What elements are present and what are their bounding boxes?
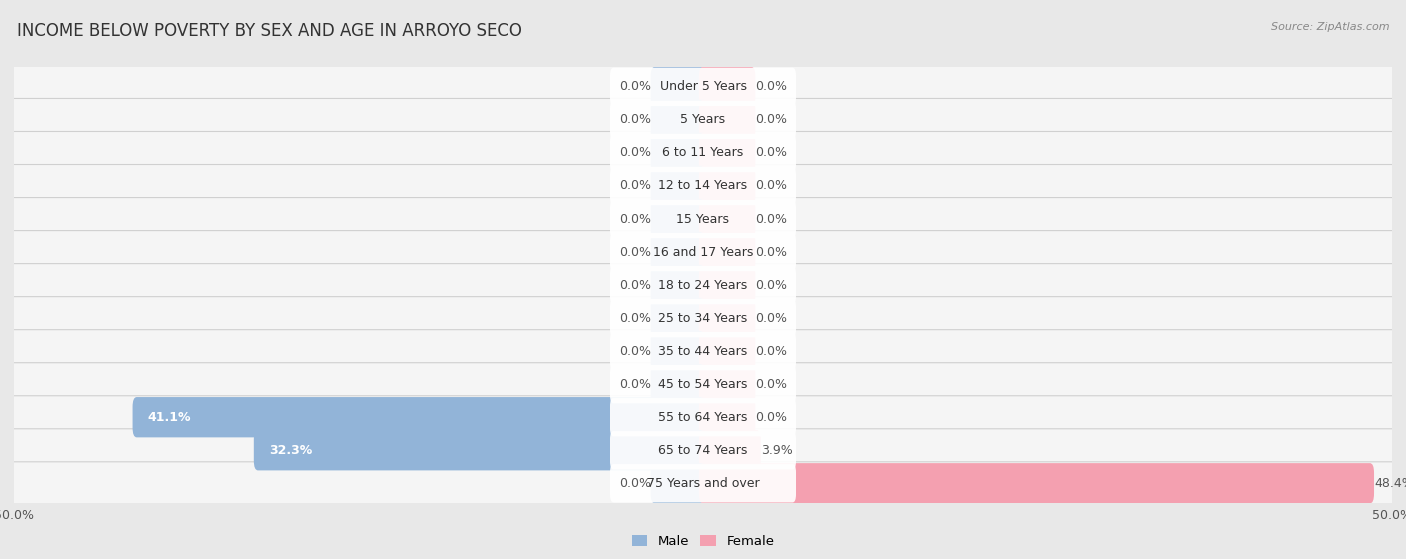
FancyBboxPatch shape	[6, 164, 1400, 207]
Text: 0.0%: 0.0%	[619, 179, 651, 192]
Text: 41.1%: 41.1%	[148, 411, 191, 424]
FancyBboxPatch shape	[6, 297, 1400, 339]
Text: 55 to 64 Years: 55 to 64 Years	[658, 411, 748, 424]
FancyBboxPatch shape	[699, 430, 761, 471]
FancyBboxPatch shape	[699, 133, 755, 173]
Text: Under 5 Years: Under 5 Years	[659, 80, 747, 93]
Text: 0.0%: 0.0%	[619, 113, 651, 126]
FancyBboxPatch shape	[610, 101, 796, 139]
FancyBboxPatch shape	[699, 265, 755, 305]
FancyBboxPatch shape	[699, 199, 755, 239]
Text: 48.4%: 48.4%	[1374, 477, 1406, 490]
FancyBboxPatch shape	[651, 100, 707, 140]
Text: 0.0%: 0.0%	[619, 378, 651, 391]
Text: 0.0%: 0.0%	[755, 245, 787, 259]
FancyBboxPatch shape	[610, 464, 796, 503]
Text: INCOME BELOW POVERTY BY SEX AND AGE IN ARROYO SECO: INCOME BELOW POVERTY BY SEX AND AGE IN A…	[17, 22, 522, 40]
FancyBboxPatch shape	[610, 134, 796, 172]
Text: 3.9%: 3.9%	[761, 444, 793, 457]
FancyBboxPatch shape	[610, 68, 796, 106]
FancyBboxPatch shape	[610, 233, 796, 271]
FancyBboxPatch shape	[6, 330, 1400, 373]
FancyBboxPatch shape	[610, 398, 796, 437]
Text: 18 to 24 Years: 18 to 24 Years	[658, 278, 748, 292]
Text: 0.0%: 0.0%	[619, 345, 651, 358]
FancyBboxPatch shape	[610, 365, 796, 404]
Text: 0.0%: 0.0%	[755, 311, 787, 325]
Text: 0.0%: 0.0%	[755, 80, 787, 93]
FancyBboxPatch shape	[610, 167, 796, 205]
FancyBboxPatch shape	[651, 199, 707, 239]
FancyBboxPatch shape	[6, 131, 1400, 174]
FancyBboxPatch shape	[699, 298, 755, 338]
FancyBboxPatch shape	[651, 331, 707, 371]
FancyBboxPatch shape	[6, 98, 1400, 141]
FancyBboxPatch shape	[699, 331, 755, 371]
Legend: Male, Female: Male, Female	[626, 529, 780, 553]
FancyBboxPatch shape	[6, 230, 1400, 273]
FancyBboxPatch shape	[699, 364, 755, 404]
FancyBboxPatch shape	[651, 298, 707, 338]
Text: 35 to 44 Years: 35 to 44 Years	[658, 345, 748, 358]
FancyBboxPatch shape	[610, 266, 796, 304]
Text: 12 to 14 Years: 12 to 14 Years	[658, 179, 748, 192]
Text: 0.0%: 0.0%	[619, 80, 651, 93]
Text: 0.0%: 0.0%	[619, 146, 651, 159]
FancyBboxPatch shape	[699, 67, 755, 107]
FancyBboxPatch shape	[610, 431, 796, 470]
Text: 32.3%: 32.3%	[269, 444, 312, 457]
Text: 0.0%: 0.0%	[755, 179, 787, 192]
Text: 0.0%: 0.0%	[755, 146, 787, 159]
Text: 0.0%: 0.0%	[755, 278, 787, 292]
Text: 0.0%: 0.0%	[619, 311, 651, 325]
FancyBboxPatch shape	[699, 463, 1374, 504]
Text: 0.0%: 0.0%	[755, 113, 787, 126]
FancyBboxPatch shape	[6, 462, 1400, 505]
FancyBboxPatch shape	[6, 363, 1400, 406]
Text: 15 Years: 15 Years	[676, 212, 730, 225]
FancyBboxPatch shape	[254, 430, 707, 471]
Text: 0.0%: 0.0%	[755, 345, 787, 358]
Text: 45 to 54 Years: 45 to 54 Years	[658, 378, 748, 391]
FancyBboxPatch shape	[699, 166, 755, 206]
FancyBboxPatch shape	[699, 232, 755, 272]
Text: 0.0%: 0.0%	[619, 278, 651, 292]
FancyBboxPatch shape	[651, 67, 707, 107]
Text: 65 to 74 Years: 65 to 74 Years	[658, 444, 748, 457]
Text: 0.0%: 0.0%	[619, 212, 651, 225]
Text: 0.0%: 0.0%	[755, 411, 787, 424]
FancyBboxPatch shape	[6, 429, 1400, 472]
FancyBboxPatch shape	[132, 397, 707, 437]
Text: 16 and 17 Years: 16 and 17 Years	[652, 245, 754, 259]
Text: 0.0%: 0.0%	[619, 477, 651, 490]
FancyBboxPatch shape	[699, 100, 755, 140]
Text: 5 Years: 5 Years	[681, 113, 725, 126]
Text: 0.0%: 0.0%	[619, 245, 651, 259]
Text: 6 to 11 Years: 6 to 11 Years	[662, 146, 744, 159]
Text: 75 Years and over: 75 Years and over	[647, 477, 759, 490]
Text: Source: ZipAtlas.com: Source: ZipAtlas.com	[1271, 22, 1389, 32]
FancyBboxPatch shape	[651, 265, 707, 305]
FancyBboxPatch shape	[651, 133, 707, 173]
FancyBboxPatch shape	[651, 166, 707, 206]
FancyBboxPatch shape	[610, 200, 796, 238]
FancyBboxPatch shape	[651, 364, 707, 404]
FancyBboxPatch shape	[610, 332, 796, 370]
Text: 25 to 34 Years: 25 to 34 Years	[658, 311, 748, 325]
FancyBboxPatch shape	[699, 397, 755, 437]
FancyBboxPatch shape	[651, 463, 707, 504]
FancyBboxPatch shape	[610, 299, 796, 337]
FancyBboxPatch shape	[6, 197, 1400, 240]
FancyBboxPatch shape	[6, 396, 1400, 439]
FancyBboxPatch shape	[6, 65, 1400, 108]
Text: 0.0%: 0.0%	[755, 378, 787, 391]
FancyBboxPatch shape	[6, 264, 1400, 306]
Text: 0.0%: 0.0%	[755, 212, 787, 225]
FancyBboxPatch shape	[651, 232, 707, 272]
